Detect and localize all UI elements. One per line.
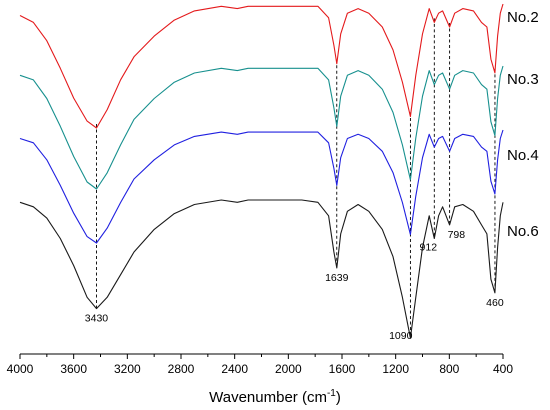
x-tick-label-3200: 3200: [114, 362, 141, 376]
peak-label-912: 912: [420, 241, 438, 253]
x-tick-label-1600: 1600: [329, 362, 356, 376]
peak-label-3430: 3430: [85, 313, 109, 325]
x-axis: 4000 3600 3200 2800 2400 2000 1600 1200 800 400: [7, 354, 514, 376]
series-line-no-2: [20, 4, 503, 128]
x-axis-title-close: ): [336, 389, 341, 406]
peak-label-460: 460: [486, 297, 504, 309]
peak-marker-lines: [96, 18, 494, 338]
x-tick-label-2800: 2800: [168, 362, 195, 376]
x-tick-label-400: 400: [493, 362, 513, 376]
series-label-no-4: No.4: [507, 147, 539, 164]
x-tick-label-1200: 1200: [382, 362, 409, 376]
series-line-no-3: [20, 66, 503, 189]
x-tick-label-4000: 4000: [7, 362, 34, 376]
peak-label-1639: 1639: [325, 272, 349, 284]
x-tick-label-800: 800: [439, 362, 459, 376]
peak-label-1090: 1090: [389, 330, 413, 342]
series-label-no-3: No.3: [507, 71, 539, 88]
x-tick-label-2400: 2400: [221, 362, 248, 376]
chart-labels: No.2 No.3 No.4 No.6 3430 1639 1090 912 798 460: [85, 9, 539, 342]
x-tick-label-3600: 3600: [60, 362, 87, 376]
x-axis-title-text: Wavenumber (cm: [209, 389, 327, 406]
x-tick-label-2000: 2000: [275, 362, 302, 376]
spectra-series: [20, 4, 503, 338]
x-axis-title: Wavenumber (cm-1): [209, 388, 341, 406]
series-label-no-6: No.6: [507, 223, 539, 240]
peak-label-798: 798: [448, 229, 466, 241]
series-label-no-2: No.2: [507, 9, 539, 26]
